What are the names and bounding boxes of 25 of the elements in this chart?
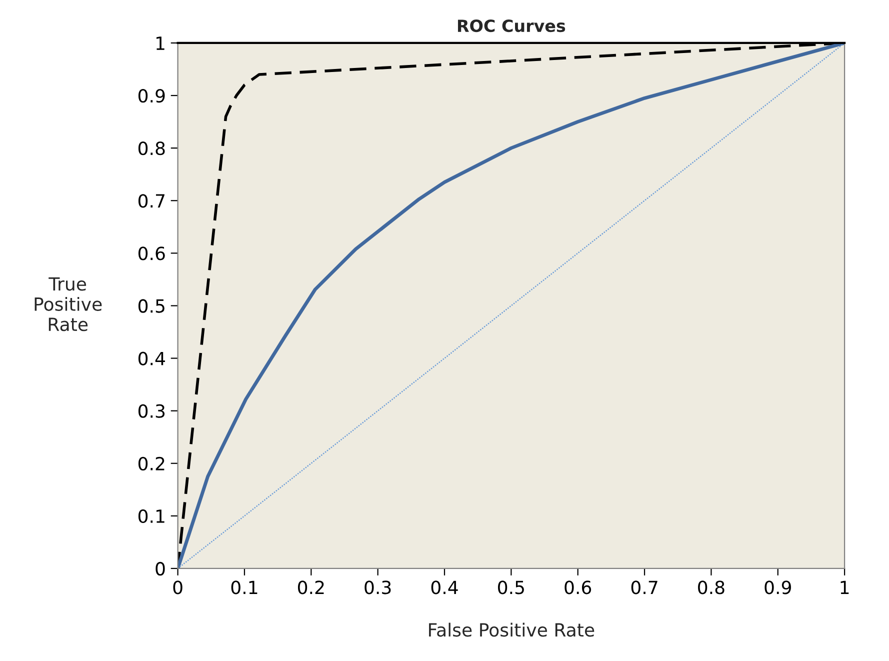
x-tick-label: 0.4 xyxy=(431,580,458,594)
x-tick-label: 0.3 xyxy=(364,580,391,594)
y-tick-label: 0.2 xyxy=(138,456,164,470)
y-tick-label: 0.1 xyxy=(138,509,164,524)
y-tick-label: 0.6 xyxy=(138,246,165,260)
x-tick-label: 0.5 xyxy=(498,580,524,594)
chart-title: ROC Curves xyxy=(458,19,566,32)
y-tick-label: 0 xyxy=(156,562,165,576)
y-tick-label: 1 xyxy=(156,36,164,50)
y-axis-title: True Positive Rate xyxy=(34,277,102,332)
x-tick-label: 0.2 xyxy=(298,580,324,594)
y-tick-label: 0.7 xyxy=(138,194,164,208)
x-tick-label: 0.6 xyxy=(564,580,592,594)
x-tick-label: 0.9 xyxy=(764,580,791,594)
y-tick-label: 0.9 xyxy=(138,88,165,103)
y-tick-label: 0.3 xyxy=(138,404,165,418)
x-tick-label: 1 xyxy=(840,580,849,594)
x-tick-label: 0.8 xyxy=(698,580,724,594)
x-tick-label: 0 xyxy=(173,580,182,594)
y-tick-label: 0.4 xyxy=(138,352,165,366)
x-tick-label: 0.1 xyxy=(231,580,258,594)
y-tick-label: 0.8 xyxy=(138,142,165,156)
x-tick-label: 0.7 xyxy=(631,580,658,594)
x-axis-title: False Positive Rate xyxy=(429,622,594,637)
y-tick-label: 0.5 xyxy=(138,299,164,313)
